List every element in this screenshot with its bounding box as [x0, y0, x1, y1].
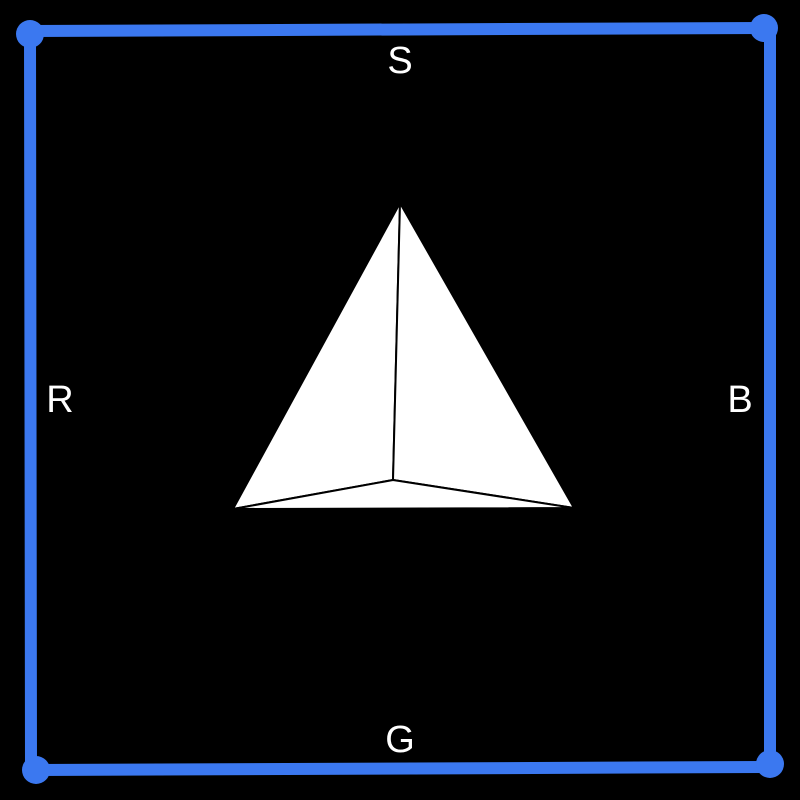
tetrahedron-face-left — [233, 203, 400, 509]
corner-handle-icon[interactable] — [756, 750, 784, 778]
corner-handle-icon[interactable] — [22, 756, 50, 784]
tetrahedron-icon — [233, 203, 574, 509]
frame-left-edge — [30, 31, 31, 770]
corner-handle-icon[interactable] — [750, 14, 778, 42]
corner-handle-icon[interactable] — [16, 20, 44, 48]
direction-label-left: R — [46, 381, 73, 419]
direction-label-top: S — [387, 42, 412, 80]
direction-label-bottom: G — [385, 721, 415, 759]
frame-top-edge — [30, 28, 764, 31]
direction-label-right: B — [727, 381, 752, 419]
tetrahedron-face-right — [393, 203, 574, 508]
frame-bottom-edge — [36, 767, 770, 770]
